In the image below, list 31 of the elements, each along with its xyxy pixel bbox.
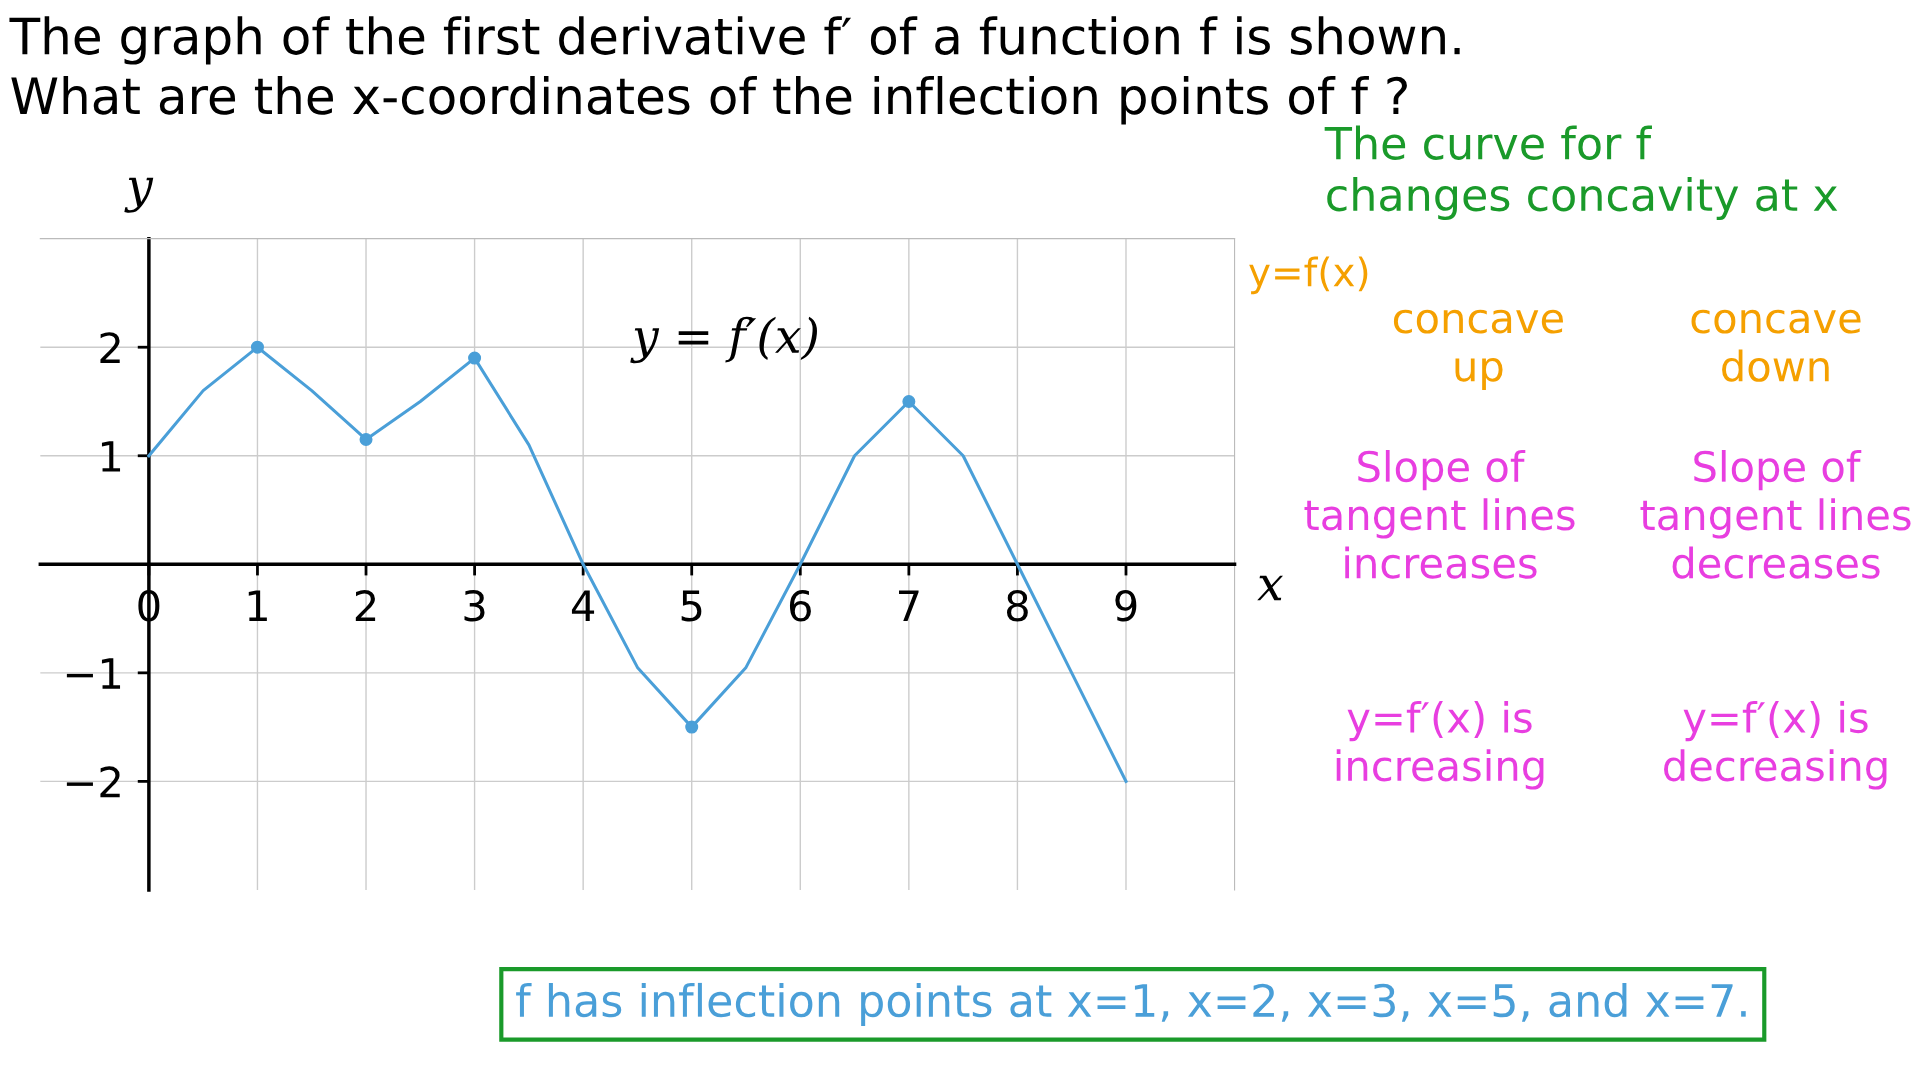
text: concave up (1393, 309, 1563, 390)
x-tick-label: 6 (789, 590, 811, 622)
text: The curve for f changes concavity at x (1324, 125, 1838, 221)
text: f has inflection points at x=1, x=2, x=3, x=5, and x=7. (516, 982, 1746, 1026)
y-tick-label: −2 (66, 766, 120, 798)
x-axis-title: x (1257, 575, 1284, 601)
x-tick-label: 4 (571, 590, 595, 621)
y-tick-label: 1 (101, 441, 121, 472)
text: y=f′(x) is decreasing (1664, 700, 1887, 790)
x-tick-label: 2 (355, 590, 376, 621)
x-tick-label: 8 (1007, 590, 1028, 622)
y-axis-title: y (124, 177, 154, 213)
point (685, 720, 699, 734)
text: Slope of tangent lines increases (1304, 450, 1575, 579)
chart-title: The graph of the first derivative f′ of a function f is shown. What are the x-coordinates of the inflection points of f ? (9, 16, 1460, 125)
text: y=f(x) (1249, 256, 1368, 295)
x-tick-label: 5 (681, 590, 702, 622)
point (359, 432, 373, 446)
x-tick-label: 3 (464, 590, 485, 622)
x-tick-label: 7 (899, 590, 919, 621)
series-label: y = f′(x) (630, 316, 817, 364)
x-tick-label: 1 (248, 590, 267, 621)
point (902, 394, 916, 408)
point (468, 351, 482, 365)
x-tick-label: 9 (1115, 590, 1137, 622)
point (250, 340, 264, 354)
y-tick-label: −1 (66, 658, 121, 689)
text: y=f′(x) is increasing (1336, 700, 1544, 790)
text: concave down (1691, 309, 1861, 382)
text: Slope of tangent lines decreases (1640, 450, 1911, 579)
y-tick-label: 2 (100, 332, 120, 364)
